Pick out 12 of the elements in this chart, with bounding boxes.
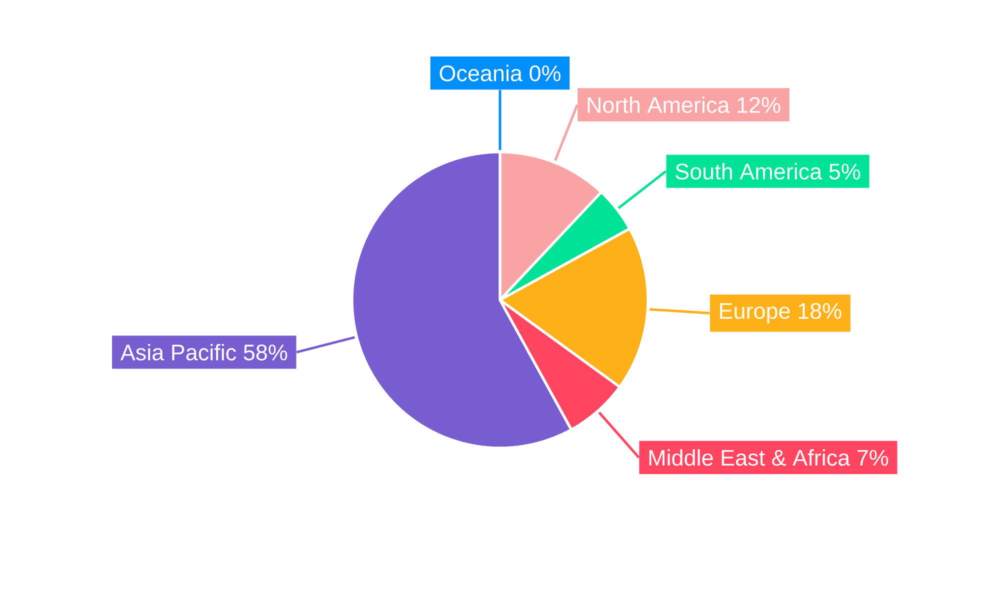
data-label: 58% [244,344,288,360]
slice-label: Middle East & Africa [649,449,850,466]
category-label: Oceania [440,64,523,82]
slice-label: South America [676,163,822,180]
text: 0% [530,65,560,82]
slice-label: North America [588,96,730,113]
data-label: 18% [798,303,842,319]
data-label: 7% [858,450,888,466]
data-label: 12% [738,97,780,113]
data-label: 5% [829,164,860,180]
slice-label: Europe [720,303,790,324]
slice-label: Asia Pacific [120,344,236,360]
